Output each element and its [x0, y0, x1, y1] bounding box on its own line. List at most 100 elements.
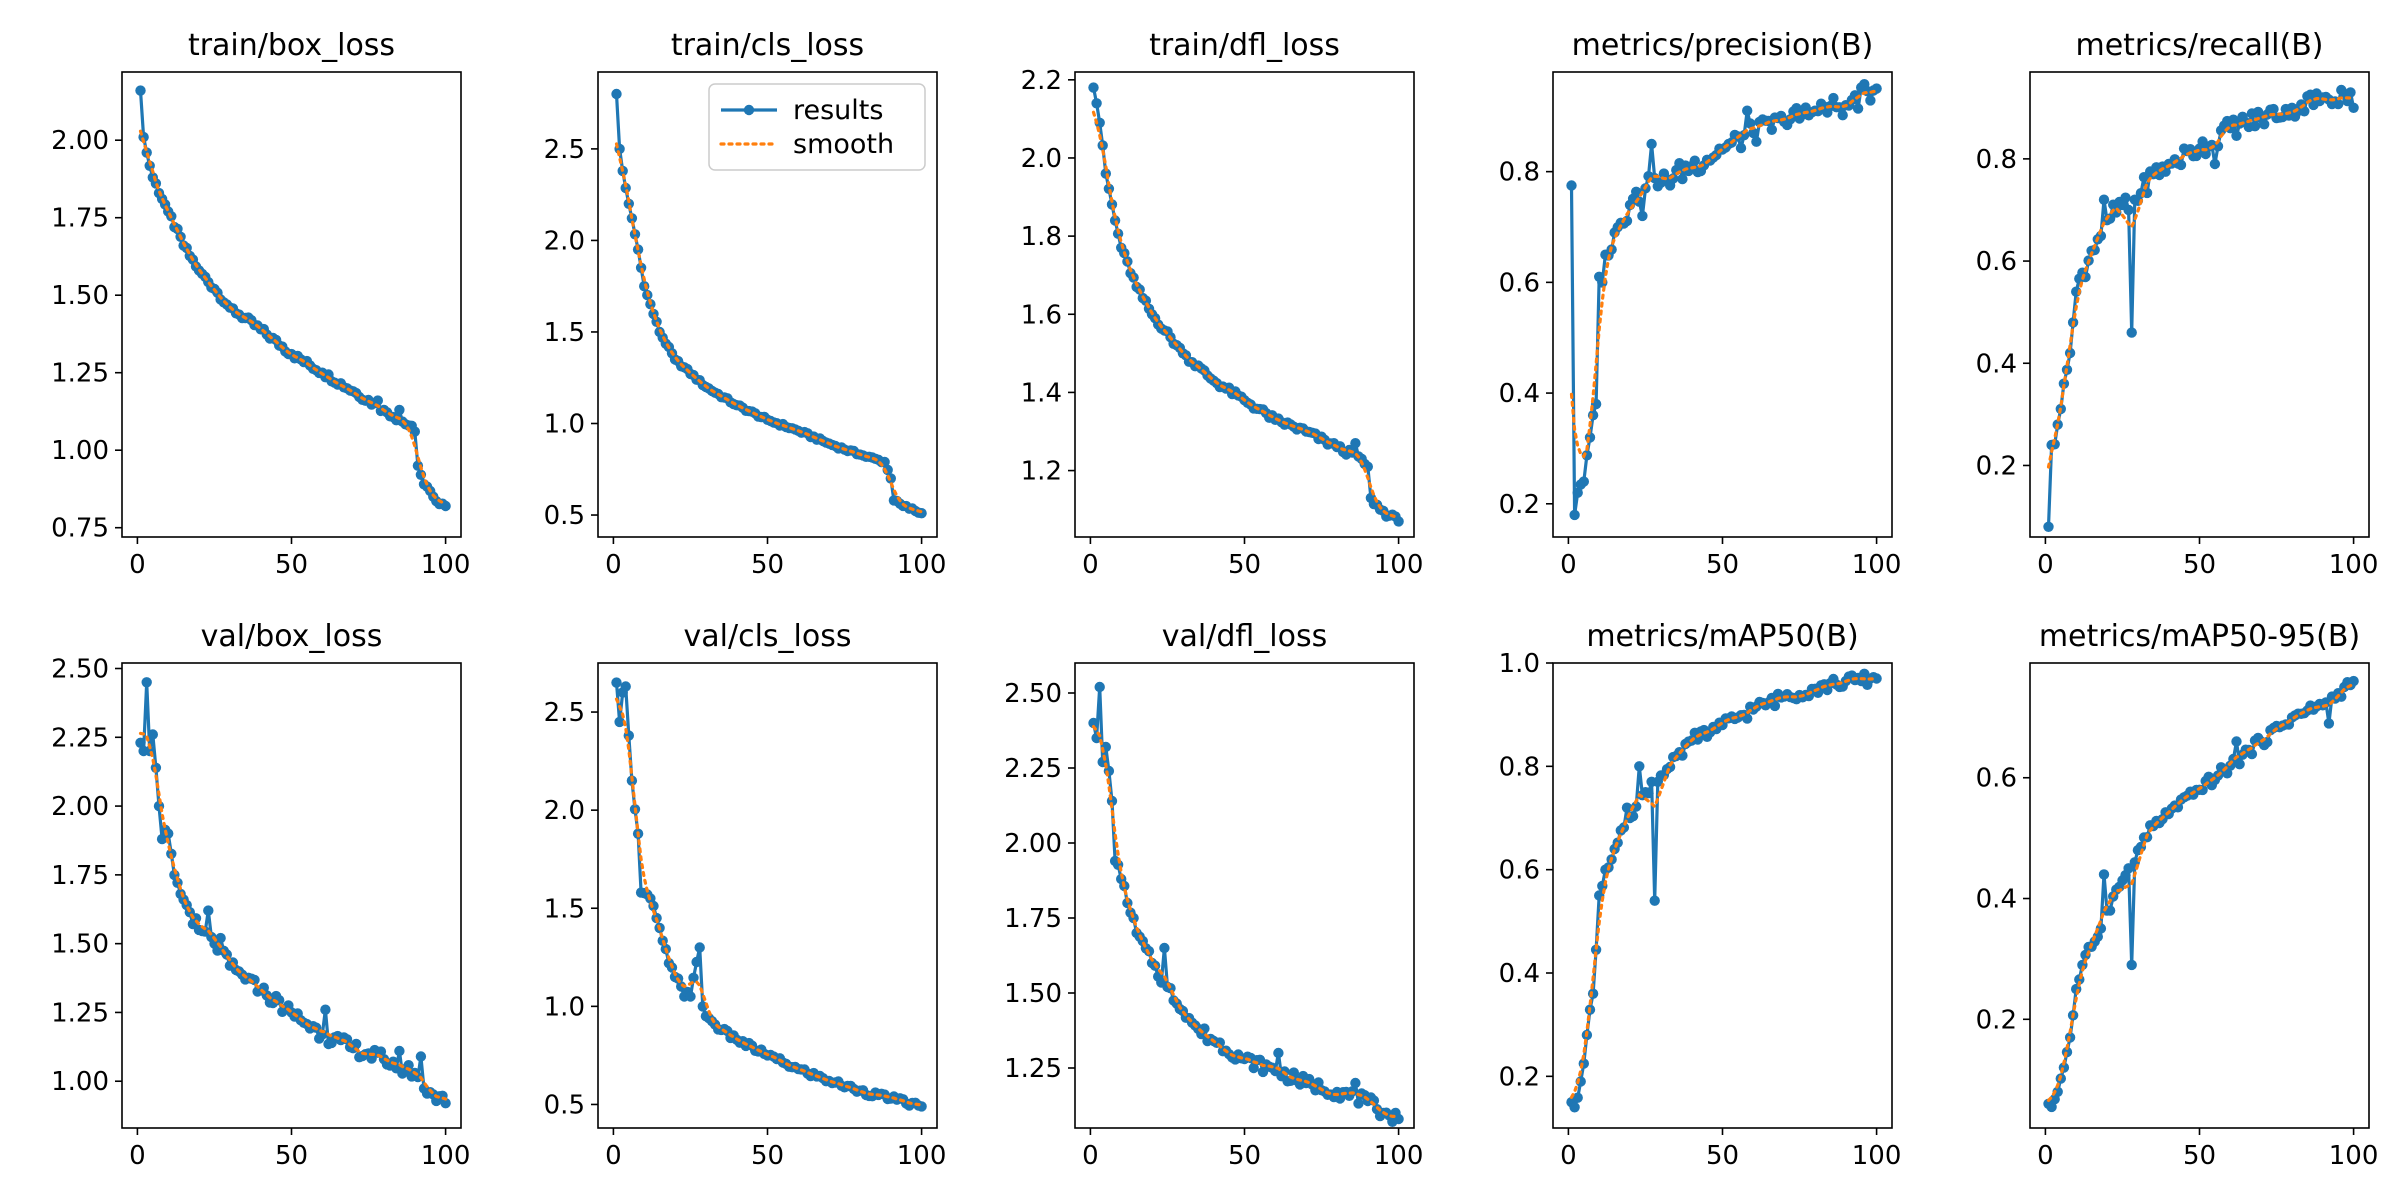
- results-point: [1677, 173, 1688, 185]
- results-point: [2175, 159, 2187, 171]
- results-point: [2323, 718, 2335, 729]
- results-point: [1745, 118, 1756, 129]
- axes-frame: [2029, 662, 2370, 1129]
- y-tick-label: 1.50: [51, 930, 109, 960]
- results-point: [1865, 95, 1876, 106]
- results-point: [1766, 124, 1778, 135]
- results-point: [1871, 673, 1882, 684]
- results-point: [2249, 121, 2261, 132]
- axes-frame: [121, 662, 462, 1129]
- results-point: [215, 932, 226, 944]
- panel-title: train/dfl_loss: [1149, 28, 1340, 63]
- results-line: [138, 90, 447, 508]
- results-points: [2043, 84, 2359, 532]
- results-point: [611, 88, 622, 100]
- x-tick-label: 100: [2329, 1141, 2379, 1171]
- y-tick-label: 0.75: [51, 514, 109, 544]
- results-line: [614, 682, 923, 1108]
- smooth-line: [138, 731, 448, 1101]
- smooth-line: [614, 697, 924, 1107]
- axes-frame: [1552, 71, 1893, 538]
- legend-results-label: results: [793, 95, 883, 126]
- results-point: [2259, 119, 2270, 130]
- results-point: [351, 1038, 362, 1050]
- chart-panel: metrics/recall(B) 0 50 100 0.2 0.4 0.6 0.8: [1976, 28, 2379, 580]
- results-point: [1742, 105, 1753, 116]
- results-point: [147, 729, 158, 740]
- y-tick-label: 0.8: [1976, 145, 2017, 175]
- chart-panel: metrics/mAP50(B) 0 50 100 0.2 0.4 0.6 0.8 1.0: [1499, 619, 1902, 1171]
- results-point: [691, 956, 702, 968]
- y-tick-label: 0.2: [1976, 451, 2017, 481]
- chart-panel: val/cls_loss 0 50 100 0.5 1.0 1.5 2.0 2.5: [544, 619, 947, 1171]
- results-point: [1350, 1077, 1361, 1089]
- x-tick-label: 100: [421, 550, 471, 580]
- y-tick-label: 0.5: [544, 501, 585, 531]
- results-point: [2043, 521, 2054, 532]
- y-tick-label: 0.6: [1976, 764, 2017, 794]
- results-points: [611, 677, 927, 1112]
- results-point: [639, 281, 650, 292]
- panel-title: metrics/mAP50(B): [1586, 619, 1858, 654]
- y-tick-label: 2.0: [544, 796, 585, 826]
- results-point: [685, 991, 696, 1002]
- chart-panel: train/dfl_loss 0 50 100 1.2 1.4 1.6 1.8 2.0 2.2: [1021, 28, 1424, 580]
- y-tick-label: 1.00: [51, 1067, 109, 1097]
- y-tick-label: 0.6: [1976, 247, 2017, 277]
- results-point: [1159, 942, 1170, 954]
- legend-smooth-label: smooth: [793, 129, 894, 160]
- results-points: [1566, 79, 1882, 521]
- panel-title: val/dfl_loss: [1162, 619, 1327, 654]
- results-point: [1590, 944, 1602, 955]
- results-point: [614, 716, 625, 728]
- results-point: [1643, 788, 1654, 799]
- y-tick-label: 0.4: [1499, 379, 1540, 409]
- results-points: [2043, 675, 2359, 1113]
- y-tick-label: 1.4: [1021, 378, 1062, 408]
- y-tick-label: 1.0: [1499, 649, 1540, 679]
- results-point: [2098, 869, 2110, 880]
- x-tick-label: 0: [605, 550, 622, 580]
- chart-panel: val/box_loss 0 50 100 1.00 1.25 1.50 1.75 2.00 2.…: [51, 619, 470, 1171]
- legend-box: [708, 83, 926, 171]
- y-tick-label: 2.2: [1021, 66, 1062, 96]
- smooth-line: [1091, 725, 1401, 1119]
- results-point: [694, 942, 705, 953]
- y-tick-label: 1.0: [544, 409, 585, 439]
- results-point: [1088, 717, 1099, 729]
- x-tick-label: 100: [421, 1141, 471, 1171]
- y-tick-label: 0.8: [1499, 752, 1540, 782]
- y-tick-label: 1.75: [51, 861, 109, 891]
- smooth-line: [2046, 96, 2356, 469]
- results-point: [2246, 748, 2258, 760]
- y-tick-label: 1.5: [544, 894, 585, 924]
- y-tick-label: 1.25: [51, 998, 109, 1028]
- y-tick-label: 0.2: [1499, 490, 1540, 520]
- results-point: [623, 198, 634, 209]
- x-tick-label: 0: [1082, 550, 1099, 580]
- x-tick-label: 50: [751, 550, 784, 580]
- y-tick-label: 1.25: [1004, 1054, 1062, 1084]
- results-point: [2120, 192, 2131, 203]
- y-tick-label: 1.75: [51, 204, 109, 234]
- x-tick-label: 50: [275, 1141, 308, 1171]
- results-point: [1393, 516, 1404, 527]
- smooth-line: [1569, 89, 1879, 459]
- x-tick-label: 0: [1560, 1141, 1577, 1171]
- x-tick-label: 50: [1228, 1141, 1261, 1171]
- axes-frame: [121, 71, 462, 538]
- y-tick-label: 0.4: [1976, 885, 2017, 915]
- panel-title: val/box_loss: [201, 619, 383, 654]
- results-point: [1569, 1102, 1580, 1113]
- x-tick-label: 100: [2329, 550, 2379, 580]
- y-tick-label: 0.8: [1499, 158, 1540, 188]
- results-point: [1735, 142, 1747, 154]
- results-point: [1637, 210, 1648, 222]
- results-point: [2123, 204, 2134, 216]
- x-tick-label: 50: [1706, 550, 1739, 580]
- results-point: [688, 972, 699, 983]
- x-tick-label: 50: [2183, 1141, 2216, 1171]
- results-point: [1742, 713, 1753, 724]
- y-tick-label: 1.50: [51, 281, 109, 311]
- y-tick-label: 0.6: [1499, 856, 1540, 886]
